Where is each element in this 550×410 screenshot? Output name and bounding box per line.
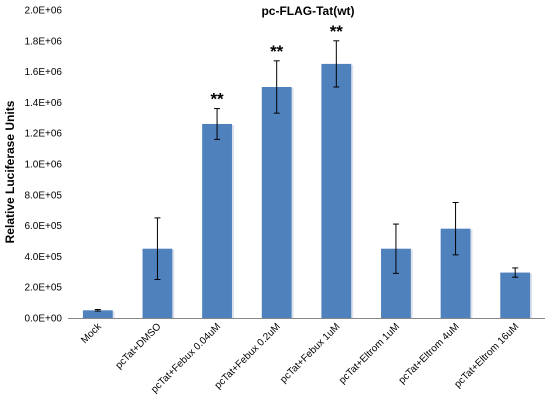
bar [261, 87, 292, 318]
y-tick-label: 1.0E+06 [24, 160, 62, 171]
significance-marker: ** [210, 90, 224, 109]
x-tick-label: pcTat+Febux 1uM [278, 321, 342, 385]
x-tick-label: Mock [79, 321, 104, 346]
y-tick-label: 1.4E+06 [24, 98, 62, 109]
y-tick-label: 2.0E+05 [24, 283, 62, 294]
chart-title: pc-FLAG-Tat(wt) [261, 4, 354, 18]
y-tick-label: 8.0E+05 [24, 190, 62, 201]
y-tick-label: 1.8E+06 [24, 36, 62, 47]
y-tick-label: 4.0E+05 [24, 252, 62, 263]
bar [82, 310, 113, 318]
significance-marker: ** [330, 22, 344, 41]
x-tick-label: pcTat+Febux 0.2uM [213, 321, 283, 391]
bar [321, 63, 352, 319]
bar [202, 123, 232, 319]
error-bars [94, 40, 519, 312]
significance-marker: ** [270, 42, 284, 61]
bar-series [82, 63, 533, 319]
y-tick-label: 1.2E+06 [24, 129, 62, 140]
significance-markers: ** ** ** [210, 22, 343, 109]
y-tick-label: 0.0E+00 [24, 314, 62, 325]
y-axis: 0.0E+00 2.0E+05 4.0E+05 6.0E+05 8.0E+05 1.0E+… [24, 6, 62, 325]
x-tick-label: pcTat+DMSO [114, 321, 164, 371]
x-tick-label: pcTat+Eltrom 1uM [337, 321, 402, 386]
y-tick-label: 1.6E+06 [24, 67, 62, 78]
x-tick-label: pcTat+Eltrom 16uM [452, 321, 521, 390]
bar [500, 272, 531, 318]
y-axis-label: Relative Luciferase Units [3, 100, 17, 243]
x-tick-label: pcTat+Eltrom 4uM [397, 321, 462, 386]
y-tick-label: 6.0E+05 [24, 221, 62, 232]
y-tick-label: 2.0E+06 [24, 6, 62, 17]
